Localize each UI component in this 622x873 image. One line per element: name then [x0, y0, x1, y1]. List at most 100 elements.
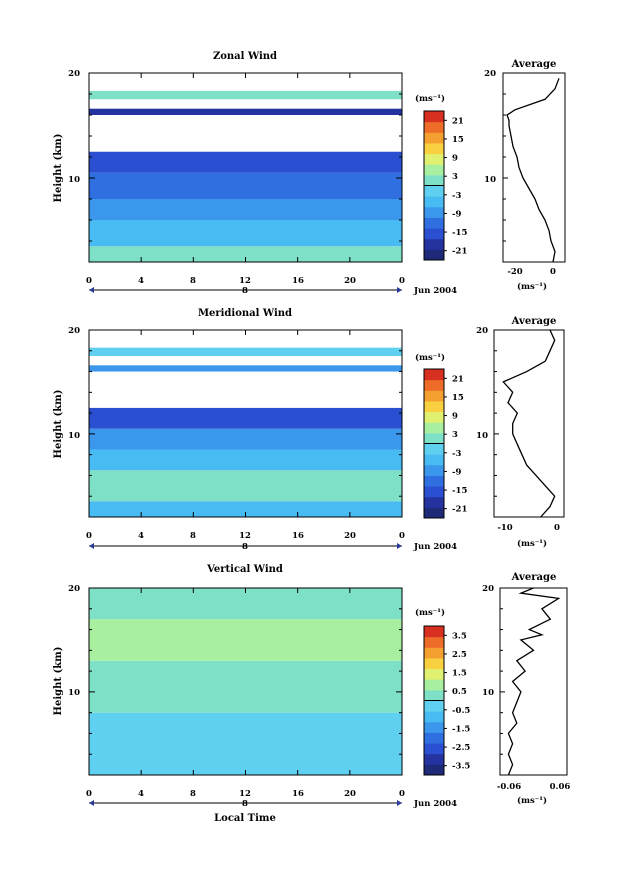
colorbar: [423, 110, 445, 261]
colorbar-tick-label: -3: [452, 191, 462, 201]
heatmap-vertical: [89, 588, 402, 775]
panel-vertical: Vertical Wind 20 10 Height (km) 0 4 8 12…: [53, 564, 570, 824]
date-axis-arrow-right: [397, 543, 402, 549]
heatmap-band: [89, 347, 402, 356]
heatmap-band: [89, 470, 402, 502]
y-tick-20: 20: [68, 326, 80, 336]
colorbar-tick-label: -9: [452, 209, 462, 219]
avg-profile: [494, 329, 556, 518]
avg-frame: [502, 72, 566, 263]
colorbar-swatch: [424, 486, 444, 498]
colorbar-tick-label: -21: [452, 505, 467, 515]
x-tick-24: 0: [399, 276, 405, 286]
x-tick-4: 4: [138, 276, 144, 286]
y-axis-label: Height (km): [53, 390, 64, 459]
x-tick-8: 8: [190, 276, 196, 286]
colorbar-tick-label: 15: [452, 135, 464, 145]
y-tick-20: 20: [68, 584, 80, 594]
colorbar-swatch: [424, 390, 444, 402]
colorbar-swatch: [424, 164, 444, 176]
avg-profile-line: [502, 329, 556, 518]
colorbar-tick-label: 0.5: [452, 687, 467, 697]
colorbar-swatch: [424, 475, 444, 487]
avg-x-tick-left: -0.06: [497, 782, 521, 792]
x-ticks-group: [88, 72, 403, 263]
colorbar-swatch: [424, 111, 444, 123]
colorbar-swatch: [424, 743, 444, 755]
colorbar-swatch: [424, 454, 444, 466]
colorbar-tick-label: 9: [452, 154, 458, 164]
colorbar-swatch: [424, 657, 444, 670]
avg-profile: [500, 587, 561, 776]
colorbar-swatch: [424, 753, 444, 765]
x-tick-16: 16: [292, 276, 304, 286]
avg-y-tick-20: 20: [484, 69, 496, 79]
date-label: Jun 2004: [413, 542, 457, 552]
panel-title: Meridional Wind: [198, 308, 292, 319]
heatmap-band: [89, 449, 402, 471]
date-axis-arrow-left: [89, 543, 94, 549]
avg-y-tick-20: 20: [476, 326, 488, 336]
date-label: Jun 2004: [413, 286, 457, 296]
colorbar-swatch: [424, 238, 444, 250]
colorbar-swatch: [424, 496, 444, 508]
colorbar-swatch: [424, 507, 444, 519]
colorbar-ticks: 3.5 2.5 1.5 0.5 -0.5 -1.5 -2.5 -3.5: [444, 631, 470, 772]
colorbar-tick-label: -1.5: [452, 724, 470, 734]
colorbar-tick-label: 1.5: [452, 669, 467, 679]
colorbar-swatch: [424, 174, 444, 186]
avg-x-tick-right: 0.06: [550, 782, 571, 792]
colorbar-swatch: [424, 464, 444, 476]
y-axis-label: Height (km): [53, 647, 64, 716]
colorbar-swatch: [424, 228, 444, 240]
colorbar-swatch: [424, 764, 444, 776]
heatmap-band: [89, 220, 402, 247]
colorbar-tick-label: -2.5: [452, 743, 470, 753]
avg-frame: [499, 587, 568, 776]
x-tick-20: 20: [344, 531, 356, 541]
heatmap-band: [89, 246, 402, 262]
colorbar-swatch: [424, 636, 444, 648]
unit-label: (ms⁻¹): [415, 352, 445, 363]
heatmap-zonal: [89, 90, 402, 262]
colorbar-tick-label: 2.5: [452, 650, 467, 660]
day-label: 8: [242, 542, 248, 552]
x-tick-20: 20: [344, 276, 356, 286]
colorbar-swatch: [424, 732, 444, 744]
x-axis-label: Local Time: [214, 813, 276, 824]
colorbar-swatch: [424, 432, 444, 444]
colorbar-swatch: [424, 196, 444, 208]
day-label: 8: [242, 799, 248, 809]
x-tick-12: 12: [239, 789, 251, 799]
x-tick-8: 8: [190, 531, 196, 541]
date-axis-arrow-left: [89, 287, 94, 293]
avg-title: Average: [511, 572, 557, 583]
x-tick-24: 0: [399, 531, 405, 541]
heatmap-band: [89, 90, 402, 100]
day-label: 8: [242, 286, 248, 296]
colorbar-swatch: [424, 721, 444, 733]
colorbar-swatch: [424, 185, 444, 197]
avg-profile-line: [507, 587, 561, 776]
colorbar-swatch: [424, 249, 444, 261]
avg-x-label: (ms⁻¹): [517, 538, 547, 549]
colorbar-swatch: [424, 443, 444, 455]
heatmap-band: [89, 407, 402, 429]
avg-x-tick-right: 0: [550, 267, 556, 277]
y-tick-10: 10: [68, 431, 80, 441]
date-label: Jun 2004: [413, 799, 457, 809]
avg-x-tick-left: -10: [497, 523, 512, 533]
colorbar-swatch: [424, 121, 444, 133]
x-tick-0: 0: [86, 789, 92, 799]
heatmap-band: [89, 619, 402, 661]
date-axis-arrow-right: [397, 800, 402, 806]
heatmap-band: [89, 660, 402, 713]
x-tick-20: 20: [344, 789, 356, 799]
date-axis-arrow-left: [89, 800, 94, 806]
unit-label: (ms⁻¹): [415, 93, 445, 104]
y-tick-10: 10: [68, 688, 80, 698]
colorbar-tick-label: -3.5: [452, 762, 470, 772]
colorbar-tick-label: 21: [452, 116, 464, 126]
colorbar-swatch: [424, 647, 444, 659]
